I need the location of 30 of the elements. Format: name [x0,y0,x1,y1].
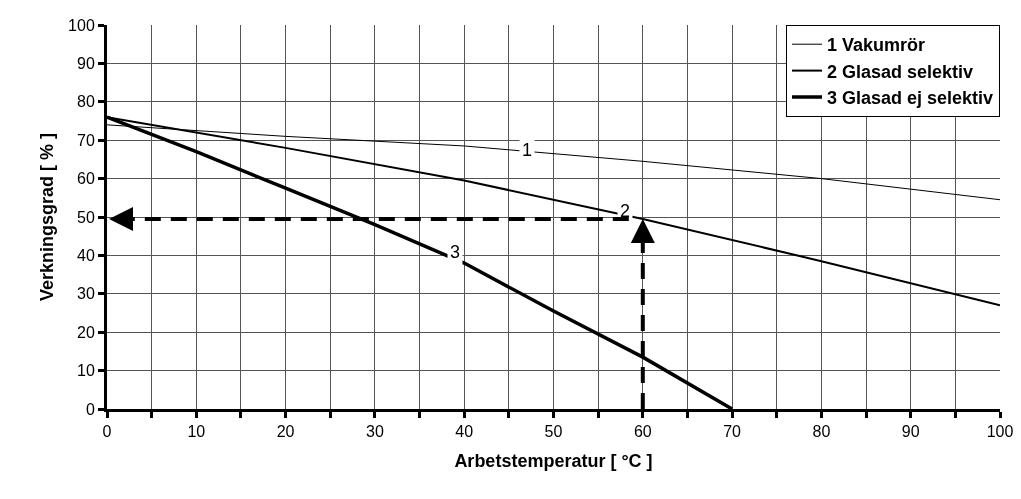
x-tick-label: 20 [276,423,295,441]
x-tick-label: 10 [187,423,206,441]
x-axis-title: Arbetstemperatur [ °C ] [454,451,653,472]
y-tick-label: 40 [77,247,95,264]
y-tick-label: 50 [77,208,95,226]
x-tick-label: 50 [544,423,563,441]
y-tick-label: 70 [77,131,95,149]
y-axis-title: Verkningsgrad [ % ] [37,132,58,302]
y-tick-label: 20 [77,323,95,341]
y-tick-label: 100 [68,16,95,34]
x-tick-label: 90 [901,423,920,441]
y-tick-label: 80 [77,93,95,111]
legend-label: 2 Glasad selektiv [827,61,974,82]
x-tick-label: 60 [633,423,652,441]
x-tick-label: 30 [366,423,384,441]
x-tick-label: 0 [102,423,112,441]
y-tick-label: 0 [85,400,95,418]
x-tick-label: 80 [812,423,831,441]
legend-label: 1 Vakumrör [827,35,926,56]
y-tick-label: 30 [77,285,95,303]
y-tick-label: 90 [77,55,95,72]
x-tick-label: 100 [986,423,1014,441]
x-tick-label: 40 [455,423,474,441]
y-tick-label: 10 [77,362,95,380]
x-tick-label: 70 [723,423,742,441]
annotation: 2 [620,201,631,221]
legend-label: 3 Glasad ej selektiv [827,88,994,109]
annotation: 1 [522,140,533,160]
y-tick-label: 60 [77,170,95,188]
annotation: 3 [450,242,461,262]
